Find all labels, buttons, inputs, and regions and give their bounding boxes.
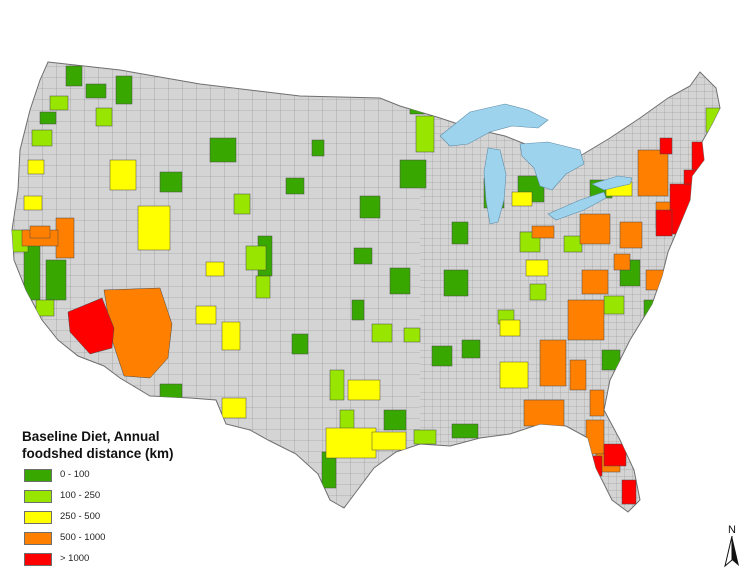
- counties-500-1000: [21, 149, 673, 473]
- legend-item: > 1000: [22, 549, 232, 570]
- legend-swatch-0-100: [24, 469, 52, 482]
- counties-over-1000: [67, 137, 709, 505]
- legend-item: 0 - 100: [22, 465, 232, 486]
- map-legend: Baseline Diet, Annual foodshed distance …: [22, 428, 232, 570]
- lake-ontario: [591, 175, 633, 191]
- north-arrow-icon: [724, 535, 739, 568]
- lake-michigan: [483, 147, 507, 225]
- legend-label: > 1000: [60, 553, 90, 564]
- north-letter: N: [728, 524, 736, 536]
- lake-erie: [547, 191, 607, 221]
- legend-label: 0 - 100: [60, 469, 90, 480]
- legend-item: 250 - 500: [22, 507, 232, 528]
- legend-label: 500 - 1000: [60, 532, 106, 543]
- legend-label: 250 - 500: [60, 511, 101, 522]
- counties-250-500: [23, 159, 633, 459]
- north-arrow: N: [720, 524, 744, 572]
- legend-title-line1: Baseline Diet, Annual: [22, 429, 160, 444]
- legend-swatch-over-1000: [24, 553, 52, 566]
- legend-label: 100 - 250: [60, 490, 101, 501]
- legend-item: 100 - 250: [22, 486, 232, 507]
- great-lakes: [439, 103, 633, 225]
- lake-huron: [519, 141, 585, 191]
- counties-0-100: [23, 65, 663, 489]
- lake-superior: [439, 103, 549, 147]
- legend-title-line2: foodshed distance (km): [22, 446, 174, 461]
- legend-swatch-500-1000: [24, 532, 52, 545]
- legend-swatch-100-250: [24, 490, 52, 503]
- legend-swatch-250-500: [24, 511, 52, 524]
- legend-item: 500 - 1000: [22, 528, 232, 549]
